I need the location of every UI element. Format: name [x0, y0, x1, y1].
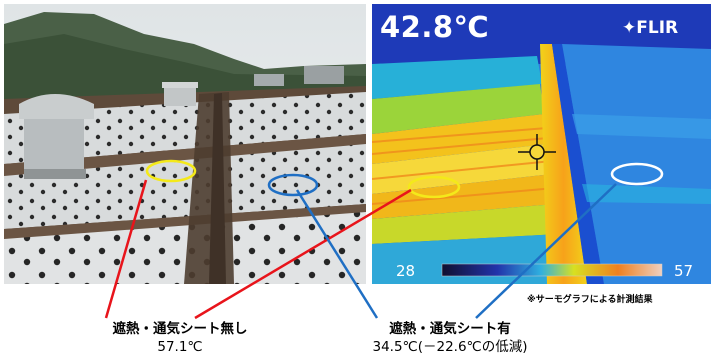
measurement-note: ※サーモグラフによる計測結果 [527, 295, 653, 305]
roof-photo [4, 4, 366, 284]
label-with-sheet: 遮熱・通気シート有 34.5℃(－22.6℃の低減) [330, 320, 570, 356]
label-with-sheet-value: 34.5℃(－22.6℃の低減) [372, 339, 528, 355]
thermal-marker-without-sheet [407, 175, 461, 199]
thermal-color-scale [441, 263, 663, 277]
thermal-image [372, 4, 711, 284]
label-without-sheet-value: 57.1℃ [157, 339, 203, 355]
label-without-sheet: 遮熱・通気シート無し 57.1℃ [80, 320, 280, 356]
photo-marker-without-sheet [145, 159, 197, 183]
label-with-sheet-title: 遮熱・通気シート有 [389, 321, 511, 337]
label-without-sheet-title: 遮熱・通気シート無し [112, 321, 248, 337]
scale-min-value: 28 [396, 262, 416, 280]
thermal-temperature-readout: 42.8℃ [380, 10, 490, 44]
flir-logo-icon: ✦ [622, 18, 637, 38]
flir-logo: ✦FLIR [622, 18, 678, 38]
thermal-marker-with-sheet [610, 162, 664, 186]
scale-max-value: 57 [674, 262, 694, 280]
flir-brand-text: FLIR [636, 18, 679, 38]
